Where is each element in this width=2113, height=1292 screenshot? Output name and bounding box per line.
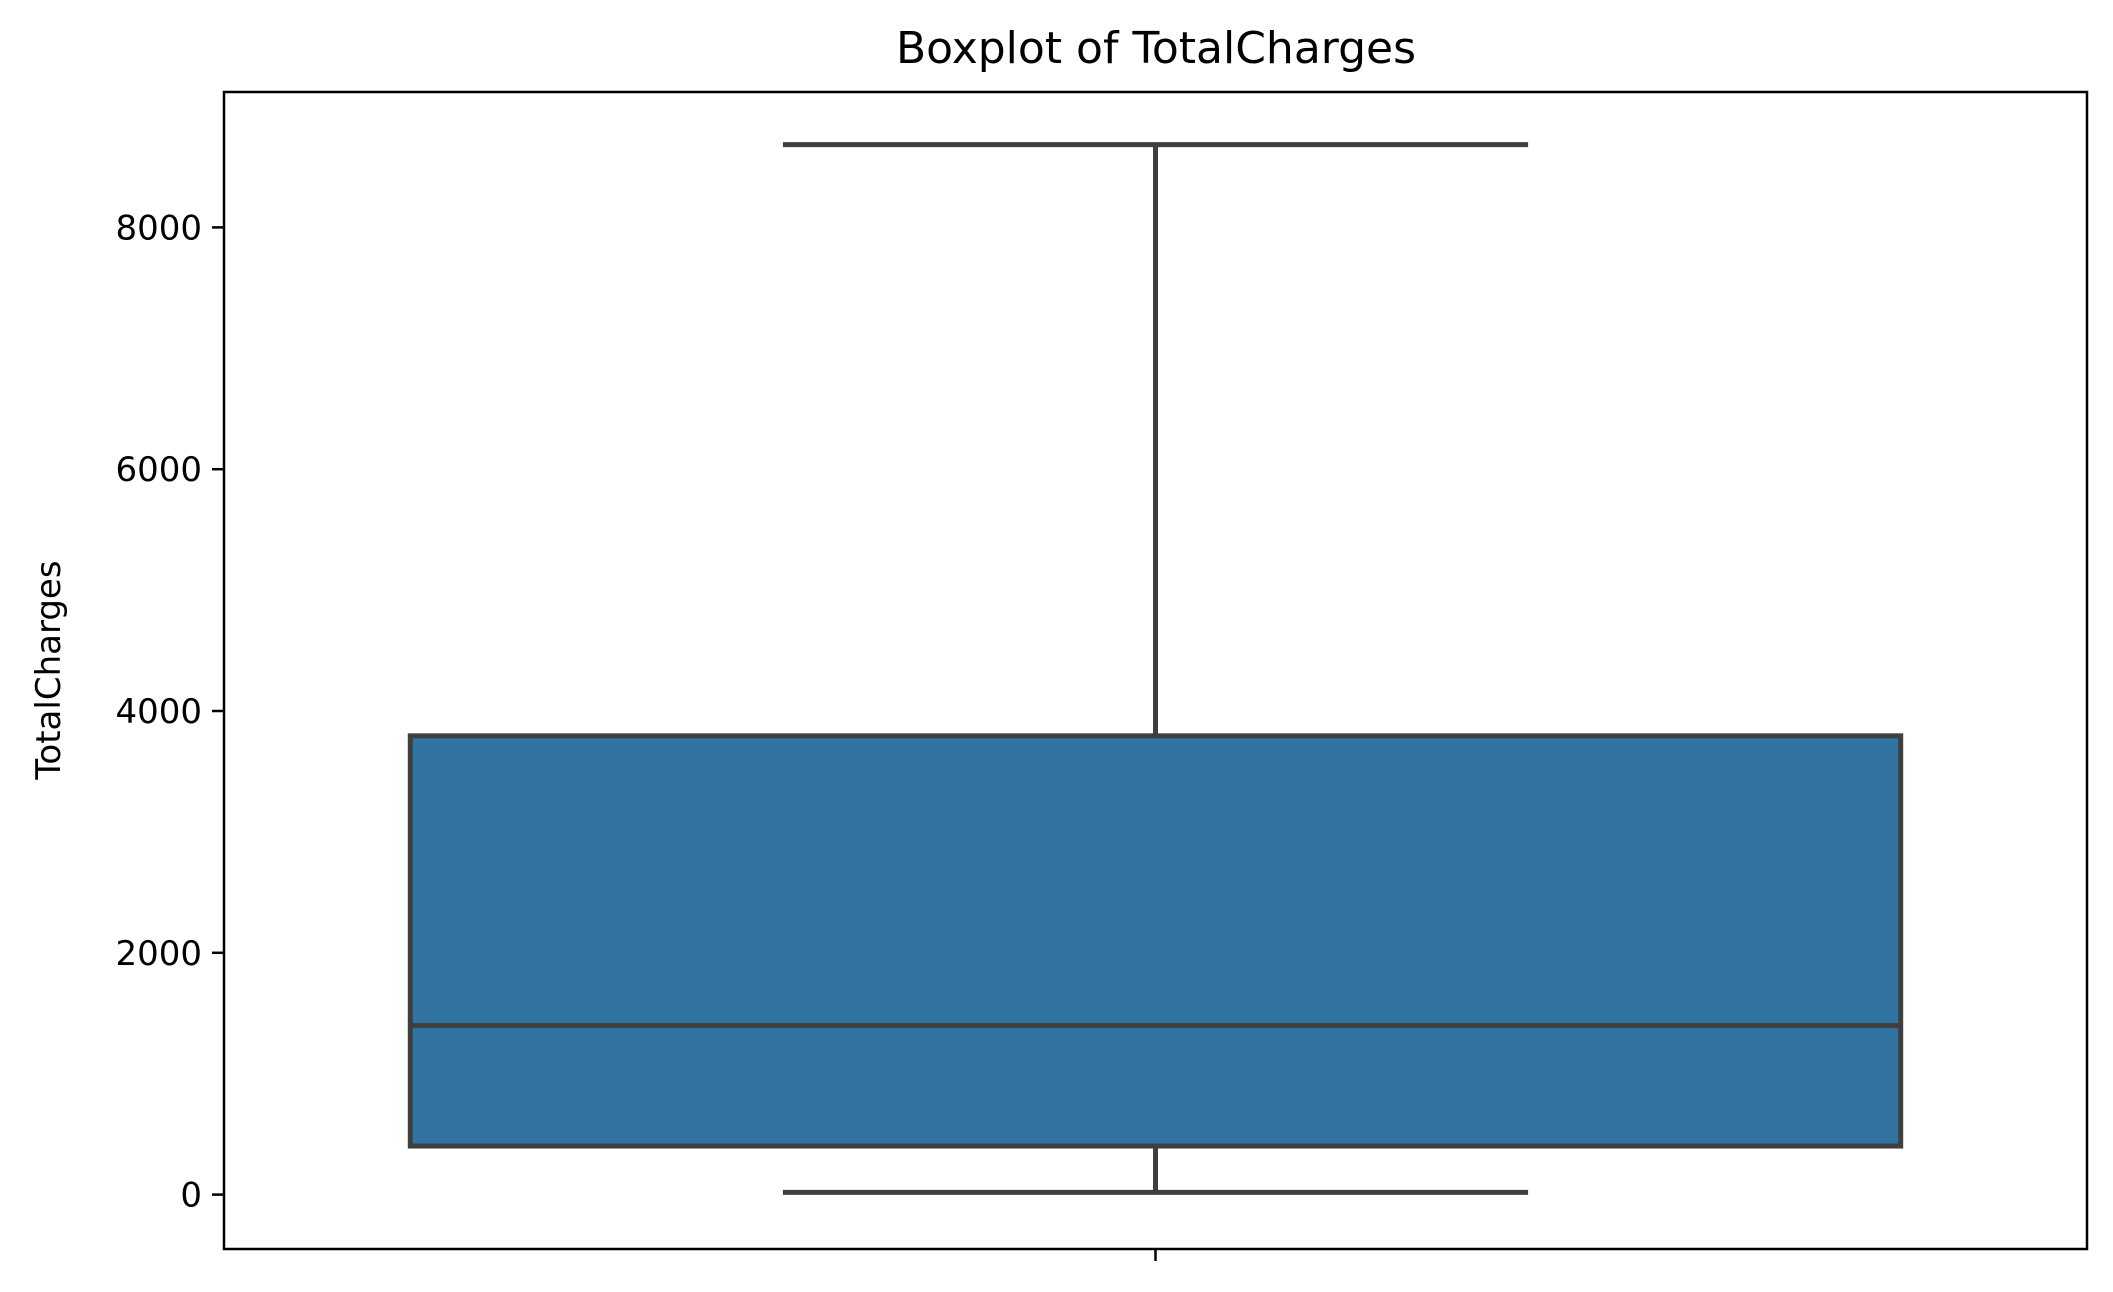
y-tick-label: 2000 xyxy=(115,934,202,974)
y-axis-ticks: 0 2000 4000 6000 8000 xyxy=(115,208,224,1216)
y-tick-label: 4000 xyxy=(115,692,202,732)
plot-frame xyxy=(222,90,2089,1251)
iqr-box xyxy=(407,733,1904,1149)
y-tick-label: 0 xyxy=(180,1176,202,1216)
y-axis-label: TotalCharges xyxy=(29,560,69,780)
y-tick-label: 6000 xyxy=(115,450,202,490)
box-group xyxy=(407,142,1904,1195)
chart-title: Boxplot of TotalCharges xyxy=(896,23,1416,74)
y-tick-label: 8000 xyxy=(115,208,202,248)
